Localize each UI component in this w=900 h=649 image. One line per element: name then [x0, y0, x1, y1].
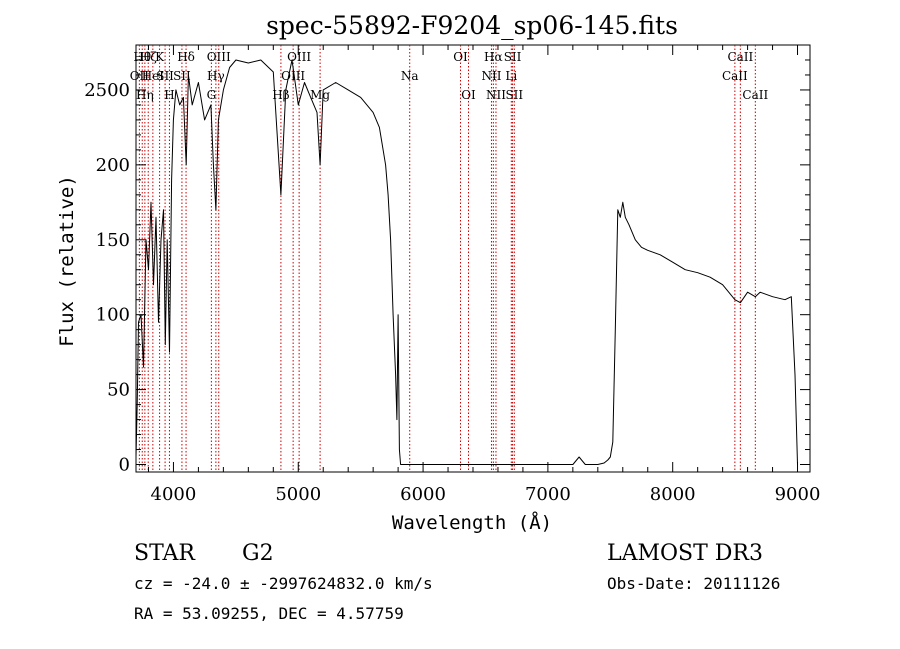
x-tick-label: 6000	[400, 484, 446, 505]
y-tick-label: 150	[96, 230, 130, 251]
line-marker-label: OIII	[207, 50, 231, 64]
ra-dec: RA = 53.09255, DEC = 4.57759	[134, 604, 404, 623]
line-marker-label: SII	[504, 50, 522, 64]
line-marker-label: CaII	[742, 88, 768, 102]
line-marker-label: NII	[481, 69, 501, 83]
y-tick-label: 100	[96, 305, 130, 326]
x-tick-label: 5000	[275, 484, 321, 505]
line-marker-label: K	[155, 50, 165, 64]
line-marker-label: Na	[401, 69, 419, 83]
line-marker-label: CaII	[727, 50, 753, 64]
line-marker-label: SII	[173, 69, 191, 83]
x-tick-label: 8000	[650, 484, 696, 505]
object-class: STAR	[134, 541, 196, 566]
line-marker-label: OII	[130, 69, 150, 83]
line-marker-label: Li	[505, 69, 517, 83]
line-marker-label: SII	[156, 69, 174, 83]
line-marker-label: OI	[453, 50, 468, 64]
object-subclass: G2	[242, 541, 274, 566]
x-axis-label: Wavelength (Å)	[392, 511, 552, 534]
line-marker-label: G	[207, 88, 217, 102]
line-marker-label: H	[164, 88, 174, 102]
y-axis-ticks: 0 50 100 150 200 2500	[84, 59, 810, 476]
line-marker-label: HeI	[142, 69, 165, 83]
line-marker-label: Hα	[484, 50, 503, 64]
y-tick-label: 2500	[84, 80, 130, 101]
line-marker-label: Hθ	[133, 50, 151, 64]
line-marker-label: Hζ	[140, 50, 157, 64]
line-marker-label: OI	[461, 88, 476, 102]
line-marker-label: SII	[505, 88, 523, 102]
obs-date: Obs-Date: 20111126	[607, 574, 780, 593]
line-marker-label: OIII	[281, 69, 305, 83]
line-marker-label: Hδ	[177, 50, 195, 64]
x-tick-label: 9000	[775, 484, 821, 505]
series-line-flux	[135, 59, 798, 465]
y-axis-label: Flux (relative)	[56, 175, 78, 347]
plot-frame	[135, 44, 811, 473]
line-marker-labels: OIIHθHηHζHeIKSIIHHδSIIGHγOIIIHβOIIIOIIIM…	[130, 50, 769, 102]
y-tick-label: 50	[107, 380, 130, 401]
y-tick-label: 0	[119, 455, 130, 476]
line-marker-label: CaII	[722, 69, 748, 83]
line-marker-label: Mg	[310, 88, 330, 102]
line-marker-label: Hη	[136, 88, 154, 102]
series-group	[135, 59, 798, 465]
x-axis-ticks: 4000 5000 6000 7000 8000 9000	[147, 45, 821, 505]
cz-value: cz = -24.0 ± -2997624832.0 km/s	[134, 574, 433, 593]
chart-title: spec-55892-F9204_sp06-145.fits	[266, 11, 678, 40]
line-marker-label: NII	[486, 88, 506, 102]
line-marker-label: Hγ	[207, 69, 225, 83]
x-tick-label: 7000	[525, 484, 571, 505]
x-tick-label: 4000	[151, 484, 197, 505]
line-marker-lines	[138, 45, 756, 472]
line-marker-label: OIII	[287, 50, 311, 64]
survey-name: LAMOST DR3	[607, 541, 763, 566]
y-tick-label: 200	[96, 155, 130, 176]
